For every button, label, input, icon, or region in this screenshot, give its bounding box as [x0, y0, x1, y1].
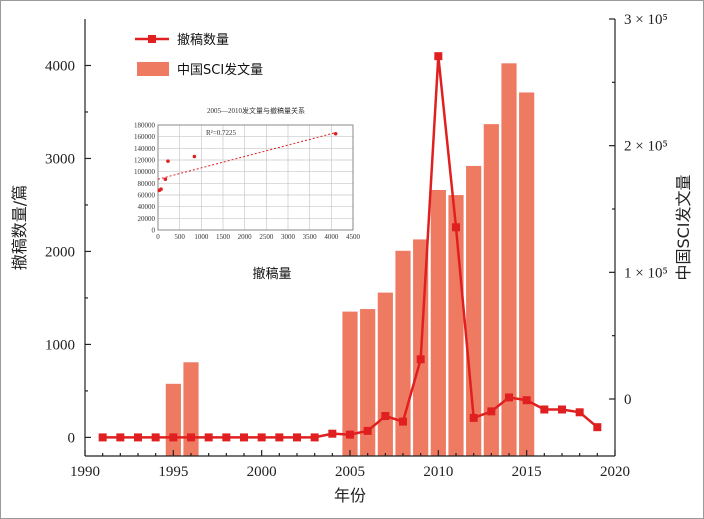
- line-point: [558, 405, 566, 414]
- x-tick-label: 1995: [158, 464, 188, 480]
- inset-title: 2005—2010发文量与撤稿量关系: [207, 106, 305, 115]
- y-left-tick-label: 2000: [45, 244, 75, 260]
- y-left-tick-label: 3000: [45, 151, 75, 167]
- legend-bar-label: 中国SCI发文量: [177, 62, 263, 78]
- bar: [165, 383, 181, 456]
- legend-bar-swatch: [137, 62, 169, 76]
- inset-frame: [157, 124, 354, 231]
- y-right-tick-label: 3 × 10⁵: [624, 12, 668, 28]
- line-point: [134, 433, 142, 442]
- inset-x-tick-label: 2500: [259, 233, 274, 241]
- line-point: [540, 405, 549, 414]
- x-tick-label: 2005: [335, 464, 365, 480]
- bar: [483, 124, 499, 456]
- inset-y-tick-label: 180000: [134, 122, 156, 130]
- inset-y-tick-label: 120000: [134, 157, 156, 165]
- inset-y-tick-label: 60000: [138, 192, 156, 200]
- inset-y-tick-label: 40000: [138, 203, 156, 211]
- inset-x-tick-label: 500: [174, 233, 185, 241]
- line-point: [169, 433, 178, 442]
- y-left-tick-label: 1000: [45, 337, 75, 353]
- line-point: [469, 413, 478, 422]
- line-point: [98, 433, 107, 442]
- y-right-tick-label: 0: [624, 392, 632, 408]
- line-point: [275, 433, 284, 442]
- line-point: [187, 433, 195, 442]
- inset-y-tick-label: 140000: [134, 145, 156, 153]
- inset-x-tick-label: 0: [156, 233, 160, 241]
- bar-series: [165, 63, 535, 457]
- inset-point: [333, 131, 338, 136]
- x-axis-label: 年份: [334, 486, 366, 505]
- inset-x-tick-label: 3000: [281, 233, 296, 241]
- bar: [501, 63, 517, 456]
- bar: [377, 292, 393, 456]
- line-point: [416, 355, 425, 364]
- line-point: [399, 417, 407, 426]
- line-point: [593, 423, 602, 432]
- inset-trendline: [157, 132, 336, 180]
- inset-y-tick-label: 100000: [134, 168, 156, 176]
- inset-x-tick-label: 4500: [346, 233, 361, 241]
- line-point: [328, 429, 337, 438]
- line-point: [222, 433, 231, 442]
- y-right-axis-label: 中国SCI发文量: [674, 174, 693, 280]
- line-series: [98, 52, 602, 442]
- bar: [342, 311, 358, 456]
- line-point: [293, 433, 301, 442]
- y-left-axis-label: 撤稿数量/篇: [10, 185, 29, 270]
- line-point: [363, 426, 372, 435]
- line-point: [240, 433, 248, 442]
- inset-x-tick-label: 1500: [216, 233, 231, 241]
- x-tick-label: 2015: [512, 464, 542, 480]
- inset-point: [159, 187, 163, 191]
- legend-line-label: 撤稿数量: [177, 32, 229, 48]
- line-point: [452, 223, 460, 232]
- inset-y-tick-label: 0: [152, 227, 156, 235]
- line-point: [257, 433, 266, 442]
- line-point: [381, 412, 390, 421]
- line-point: [204, 433, 213, 442]
- x-tick-label: 2010: [423, 464, 453, 480]
- inset-x-tick-label: 1000: [194, 233, 209, 241]
- line-point: [116, 433, 125, 442]
- line-point: [151, 433, 160, 442]
- line-point: [522, 396, 531, 405]
- bar: [430, 190, 446, 456]
- inset-y-tick-label: 80000: [138, 180, 156, 188]
- x-tick-label: 2000: [247, 464, 277, 480]
- inset-x-axis-label: 撤稿量: [252, 266, 291, 282]
- bar: [183, 362, 199, 456]
- inset-y-tick-label: 20000: [138, 215, 156, 223]
- line-point: [505, 393, 513, 402]
- y-right-tick-label: 1 × 10⁵: [624, 265, 668, 281]
- x-tick-label: 2020: [600, 464, 630, 480]
- line-point: [346, 430, 354, 439]
- axes: 1990 1995 2000 2005 2010 2015 2020 0 1000 2000 300…: [10, 12, 693, 505]
- bar: [519, 92, 535, 456]
- line-point: [575, 408, 584, 417]
- legend-line-marker: [148, 35, 156, 43]
- inset-x-tick-label: 4000: [324, 233, 339, 241]
- inset-x-tick-label: 2000: [238, 233, 253, 241]
- line-point: [310, 433, 319, 442]
- inset-x-tick-label: 3500: [303, 233, 318, 241]
- inset-point: [166, 159, 170, 163]
- y-left-tick-label: 4000: [45, 58, 75, 74]
- inset-point: [163, 177, 168, 182]
- x-tick-label: 1990: [70, 464, 100, 480]
- inset-r2-label: R²=0.7225: [206, 129, 236, 137]
- line-point: [434, 52, 443, 61]
- line-point: [487, 407, 496, 416]
- bar: [360, 309, 376, 456]
- y-left-tick-label: 0: [68, 430, 76, 446]
- inset-point: [192, 154, 197, 159]
- inset-scatter: 0 500 1000 1500 2000 2500 3000 3500 4000 4500 0 200…: [134, 106, 361, 282]
- inset-y-tick-label: 160000: [134, 133, 156, 141]
- y-right-tick-label: 2 × 10⁵: [624, 139, 668, 155]
